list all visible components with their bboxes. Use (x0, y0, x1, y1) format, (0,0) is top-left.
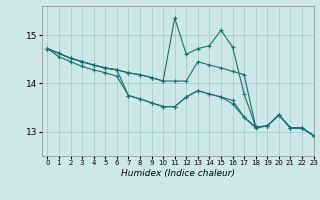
X-axis label: Humidex (Indice chaleur): Humidex (Indice chaleur) (121, 169, 235, 178)
